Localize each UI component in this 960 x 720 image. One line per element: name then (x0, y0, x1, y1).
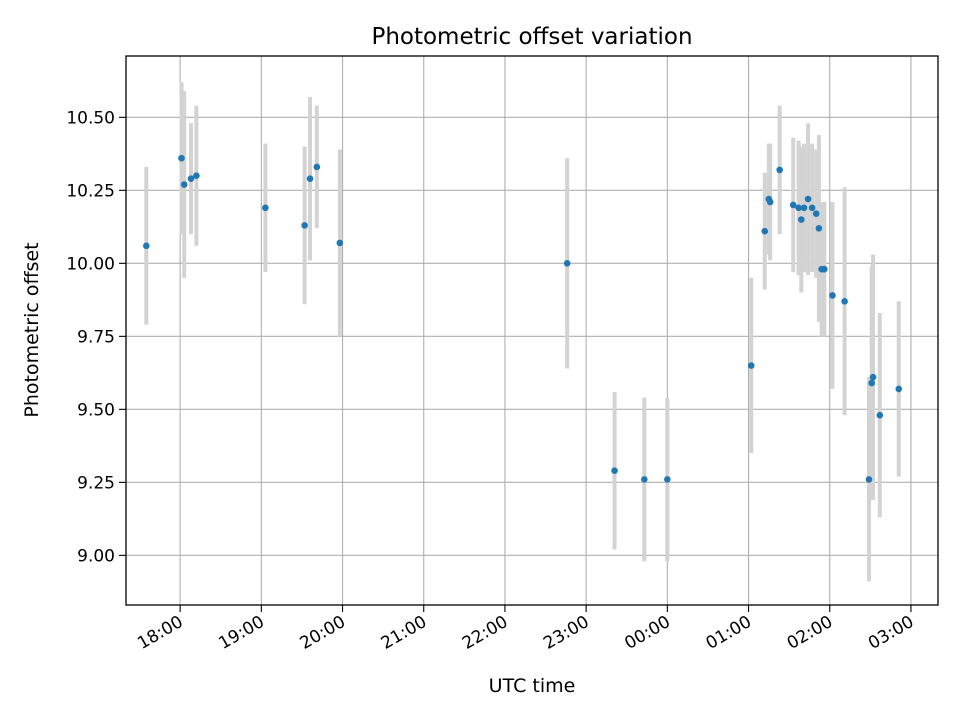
plot-area-frame (125, 55, 939, 606)
y-tick-label: 9.50 (77, 400, 115, 420)
data-point (611, 467, 618, 474)
data-point (313, 163, 321, 171)
y-axis-ticks: 9.00 9.25 9.50 9.75 10.00 10.25 10.50 (66, 108, 126, 566)
data-point (808, 204, 816, 212)
data-point (795, 204, 802, 212)
y-tick-label: 10.25 (66, 181, 115, 201)
data-point (187, 175, 195, 182)
data-point (761, 227, 769, 235)
data-point (800, 204, 808, 212)
data-point (895, 385, 903, 393)
y-tick-label: 9.00 (77, 546, 115, 566)
data-point (829, 292, 836, 299)
y-axis-label: Photometric offset (21, 242, 43, 417)
data-point (798, 216, 805, 223)
data-point (865, 476, 873, 483)
data-point (306, 175, 314, 182)
data-point (301, 222, 308, 229)
data-point (193, 172, 200, 180)
data-point (868, 379, 875, 387)
data-point (262, 204, 269, 212)
data-point (664, 476, 671, 483)
data-point (766, 198, 774, 206)
data-point (869, 373, 877, 381)
data-point (336, 239, 344, 247)
data-point (812, 210, 820, 217)
data-point (804, 195, 812, 203)
data-points (143, 154, 903, 483)
grid-lines (126, 56, 938, 605)
data-point (789, 201, 797, 209)
data-point (876, 411, 884, 419)
data-point (841, 297, 848, 305)
y-tick-label: 9.25 (77, 473, 115, 493)
y-tick-label: 10.00 (66, 254, 115, 274)
data-point (821, 265, 828, 273)
x-axis-label: UTC time (489, 675, 576, 697)
data-point (143, 242, 150, 250)
data-point (747, 362, 755, 369)
chart-title: Photometric offset variation (371, 24, 692, 50)
data-point (180, 181, 188, 188)
y-tick-label: 9.75 (77, 327, 115, 347)
y-tick-label: 10.50 (66, 108, 115, 128)
data-point (641, 476, 648, 483)
data-point (178, 154, 185, 162)
data-point (563, 260, 571, 267)
data-point (776, 166, 783, 174)
data-point (815, 224, 823, 232)
